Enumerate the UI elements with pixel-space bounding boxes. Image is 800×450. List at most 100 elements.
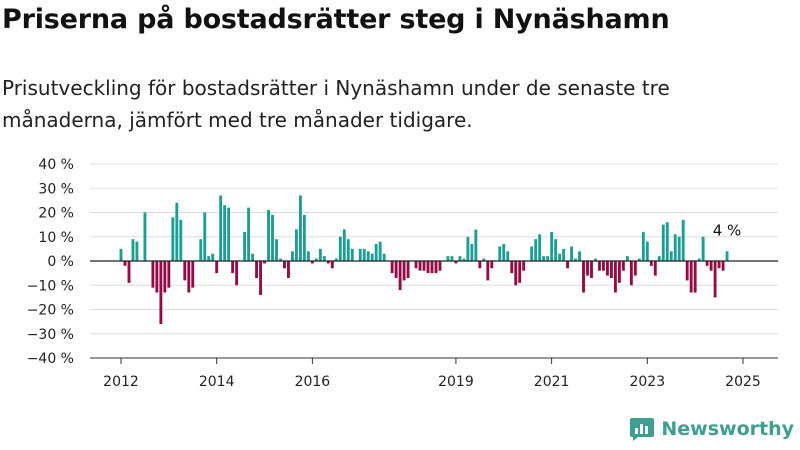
newsworthy-brand: Newsworthy	[629, 416, 794, 442]
bar	[310, 261, 314, 264]
y-tick-label: 10 %	[38, 230, 74, 246]
bar	[255, 261, 258, 278]
bar	[649, 261, 653, 266]
bar	[661, 224, 665, 262]
bar	[350, 248, 354, 262]
bar	[394, 261, 398, 278]
bar	[546, 256, 550, 261]
y-tick-label: −30 %	[27, 327, 74, 343]
bar	[346, 239, 350, 261]
bar	[123, 261, 127, 266]
bar	[478, 261, 482, 269]
x-tick-label: 2014	[199, 374, 235, 390]
bars	[119, 195, 729, 325]
bar	[713, 261, 717, 298]
bar	[629, 261, 633, 286]
bar	[657, 256, 661, 261]
bar	[701, 236, 705, 261]
bar	[259, 261, 262, 295]
bar	[398, 261, 402, 291]
bar	[271, 214, 274, 261]
bar	[434, 261, 438, 274]
bar	[613, 261, 617, 293]
bar	[562, 248, 566, 262]
bar	[490, 261, 494, 269]
bar	[247, 207, 251, 261]
bar	[251, 253, 255, 261]
bar	[470, 244, 474, 261]
x-tick-label: 2023	[629, 374, 665, 390]
bar	[418, 261, 422, 271]
bar	[187, 261, 191, 293]
bar	[609, 261, 613, 278]
newsworthy-logo-icon	[630, 418, 655, 441]
bar	[570, 246, 573, 261]
bar	[709, 261, 713, 271]
y-tick-label: 0 %	[47, 254, 74, 270]
chart-subtitle: Prisutveckling för bostadsrätter i Nynäs…	[2, 76, 670, 132]
bar	[697, 258, 701, 261]
bar	[594, 258, 597, 261]
bar	[446, 256, 450, 261]
bar	[677, 236, 681, 261]
bar	[291, 251, 294, 261]
bar	[203, 212, 207, 261]
bar	[322, 256, 326, 261]
bar	[207, 256, 211, 261]
bar	[430, 261, 434, 274]
x-axis: 2012 2014 2016 2019 2021 2023 2025	[90, 357, 778, 390]
bar	[669, 251, 673, 261]
y-tick-label: 40 %	[38, 157, 74, 173]
bar	[131, 239, 135, 261]
bar	[510, 261, 514, 274]
bar	[382, 253, 386, 261]
bar	[179, 219, 183, 261]
bar	[482, 258, 486, 261]
bar	[705, 261, 709, 266]
bar	[314, 258, 318, 261]
x-tick-label: 2025	[725, 374, 761, 390]
bar	[326, 261, 330, 264]
bar	[578, 251, 581, 261]
bar	[211, 253, 215, 261]
bar	[358, 248, 362, 262]
bar	[486, 261, 490, 281]
bar	[219, 195, 223, 261]
bar	[518, 261, 522, 283]
bar	[306, 251, 310, 261]
bar	[554, 239, 558, 261]
bar	[163, 261, 167, 293]
bar	[673, 234, 677, 261]
bar	[175, 202, 179, 261]
x-tick-label: 2016	[295, 374, 331, 390]
bar	[725, 251, 729, 261]
bar	[645, 241, 649, 261]
bar	[717, 261, 721, 269]
bar	[191, 261, 195, 288]
bar	[298, 195, 302, 261]
bar	[362, 248, 366, 262]
bar	[665, 222, 669, 261]
bar	[295, 229, 298, 261]
x-tick-label: 2012	[103, 374, 139, 390]
bar	[330, 261, 334, 269]
bar	[342, 229, 346, 261]
bar	[602, 261, 605, 271]
bar	[227, 207, 231, 261]
bar	[466, 236, 470, 261]
bar	[334, 258, 338, 261]
last-value-annotation: 4 %	[713, 221, 742, 239]
x-tick-label: 2021	[534, 374, 570, 390]
bar	[171, 217, 175, 261]
bar	[542, 256, 546, 261]
bar	[506, 251, 510, 261]
y-tick-label: −40 %	[27, 351, 74, 367]
bar	[450, 256, 454, 261]
bar	[530, 246, 534, 261]
bar	[119, 248, 123, 262]
bar	[574, 258, 577, 261]
bar	[151, 261, 155, 288]
bar	[558, 253, 562, 261]
y-axis-labels: 40 % 30 % 20 % 10 % 0 % −10 % −20 % −30 % −40 %	[27, 157, 74, 367]
